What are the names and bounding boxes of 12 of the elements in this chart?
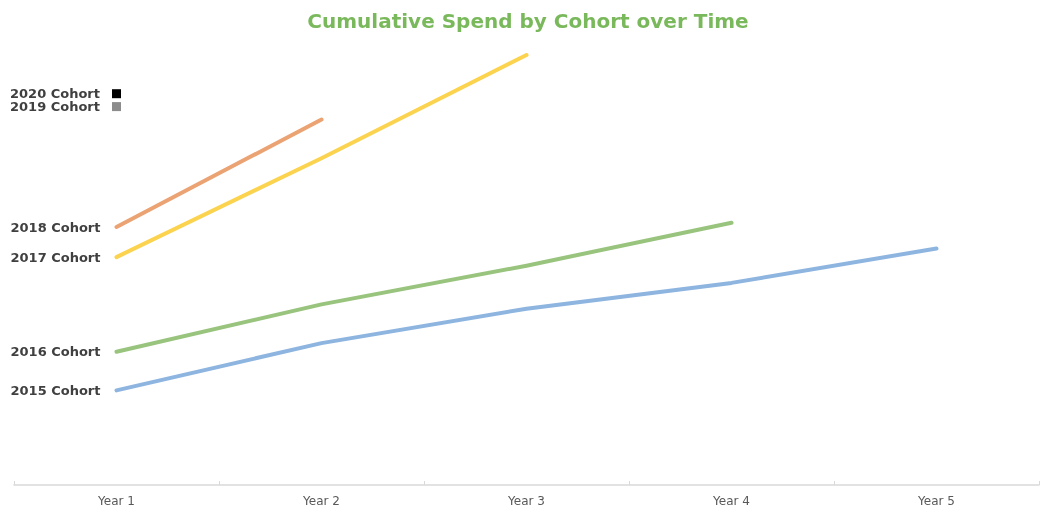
series-label: 2018 Cohort: [10, 219, 101, 235]
series-label: 2016 Cohort: [10, 344, 101, 360]
x-tick-label: Year 1: [97, 494, 135, 508]
x-tick-label: Year 4: [712, 494, 750, 508]
series-label: 2015 Cohort: [10, 382, 101, 398]
x-tick-label: Year 2: [302, 494, 340, 508]
series-label: 2017 Cohort: [10, 249, 101, 265]
series-label: 2019 Cohort: [10, 99, 100, 115]
x-tick-label: Year 3: [507, 494, 545, 508]
x-tick-label: Year 5: [917, 494, 955, 508]
chart-title: Cumulative Spend by Cohort over Time: [307, 9, 749, 33]
series-label: 2020 Cohort: [10, 86, 100, 102]
